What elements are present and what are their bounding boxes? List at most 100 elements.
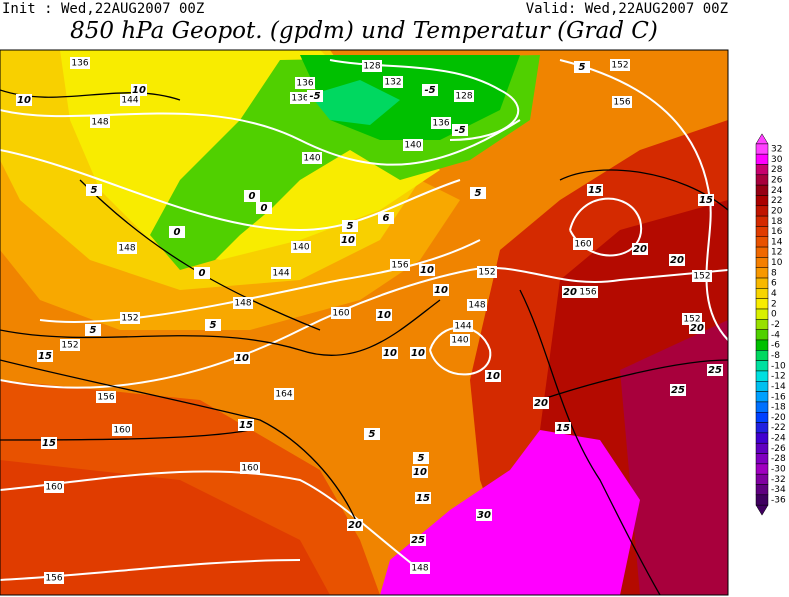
temperature-label: 15 (42, 438, 56, 449)
colorbar-label: -2 (771, 320, 780, 330)
height-label-box (290, 92, 310, 104)
height-label: 152 (478, 268, 495, 278)
height-label-box (120, 312, 140, 324)
temperature-label: 25 (411, 535, 425, 546)
temperature-label: 10 (413, 467, 427, 478)
height-label: 148 (118, 244, 135, 254)
contour-labels: 136 144 148 136 136 128 132 128 136 140 140 148 140 1… (16, 57, 723, 584)
height-label: 152 (611, 61, 628, 71)
height-label-box (454, 90, 474, 102)
temperature-label: 20 (633, 244, 647, 255)
height-label-box (70, 57, 90, 69)
colorbar-label: 24 (771, 186, 783, 196)
height-label: 136 (71, 59, 88, 69)
map-area (0, 49, 729, 596)
colorbar-box (755, 329, 769, 341)
colorbar-box (755, 184, 769, 196)
height-label-box (453, 320, 473, 332)
height-label-box (410, 562, 430, 574)
colorbar-box (755, 277, 769, 289)
temperature-label-box (364, 428, 380, 440)
temperature-label-box (86, 184, 102, 196)
height-label-box (96, 391, 116, 403)
height-label-box (295, 77, 315, 89)
colorbar-box (755, 236, 769, 248)
colorbar-label: -24 (771, 434, 786, 444)
temperature-label-box (562, 286, 578, 298)
colorbar-box (755, 370, 769, 382)
height-label: 160 (574, 240, 591, 250)
height-label: 160 (241, 464, 258, 474)
temperature-label-box (632, 243, 648, 255)
temperature-label-box (555, 422, 571, 434)
height-label-box (291, 241, 311, 253)
temperature-label: 0 (261, 203, 268, 214)
colorbar-box (755, 442, 769, 454)
colorbar-box (755, 463, 769, 475)
colorbar-box (755, 246, 769, 258)
colorbar-label: 22 (771, 196, 782, 206)
colorbar-label: -32 (771, 475, 786, 485)
colorbar-box (755, 484, 769, 496)
colorbar-box (755, 298, 769, 310)
temperature-label-box (244, 190, 260, 202)
temperature-label: 10 (411, 348, 425, 359)
temperature-label-box (433, 284, 449, 296)
temperature-label: -5 (454, 125, 465, 136)
colorbar-arrow-bottom (755, 504, 769, 516)
temperature-label: 5 (90, 325, 97, 336)
height-label: 152 (121, 314, 138, 324)
colorbar-box (755, 360, 769, 372)
temperature-label: 30 (477, 510, 491, 521)
temperature-label-box (41, 437, 57, 449)
height-label: 148 (91, 118, 108, 128)
temperature-label: 20 (690, 323, 704, 334)
height-label-box (467, 299, 487, 311)
temperature-label-box (376, 309, 392, 321)
height-label-box (44, 481, 64, 493)
colorbar-label: -36 (771, 496, 786, 506)
temperature-label: 20 (670, 255, 684, 266)
temperature-label: 5 (91, 185, 98, 196)
temperature-label-box (419, 264, 435, 276)
colorbar-box (755, 381, 769, 392)
height-label-box (271, 267, 291, 279)
temperature-label-box (574, 61, 590, 73)
colorbar-label: -30 (771, 465, 786, 475)
height-label-box (112, 424, 132, 436)
height-label: 128 (455, 92, 472, 102)
temperature-label: 10 (486, 371, 500, 382)
temperature-label: 20 (563, 287, 577, 298)
colorbar-box (755, 226, 769, 237)
colorbar-box (755, 195, 769, 207)
height-label: 136 (291, 94, 308, 104)
height-label-box (120, 94, 140, 106)
colorbar-label: 16 (771, 227, 783, 237)
temperature-label: 10 (132, 85, 146, 96)
temperature-label-box (413, 452, 429, 464)
temperature-label-box (669, 254, 685, 266)
temperature-label-box (347, 519, 363, 531)
temperature-label: 5 (210, 320, 217, 331)
temperature-label: 5 (347, 221, 354, 232)
height-label: 152 (693, 272, 710, 282)
height-label: 136 (432, 119, 449, 129)
temperature-label: 15 (588, 185, 602, 196)
temperature-label: 15 (556, 423, 570, 434)
height-label: 156 (579, 288, 596, 298)
height-label-box (331, 307, 351, 319)
colorbar-label: 18 (771, 217, 783, 227)
height-label-box (573, 238, 593, 250)
colorbar-label: -8 (771, 351, 780, 361)
colorbar-label: -14 (771, 382, 786, 392)
colorbar-box (755, 153, 769, 165)
colorbar-label: -26 (771, 444, 786, 454)
temperature-label: 10 (434, 285, 448, 296)
colorbar-label: -18 (771, 403, 786, 413)
height-label-box (90, 116, 110, 128)
temperature-label: 0 (174, 227, 181, 238)
temperature-label-box (234, 352, 250, 364)
colorbar: 32302826242220181614121086420-2-4-6-8-10… (755, 133, 786, 516)
temperature-label: 0 (199, 268, 206, 279)
height-label: 140 (404, 141, 421, 151)
